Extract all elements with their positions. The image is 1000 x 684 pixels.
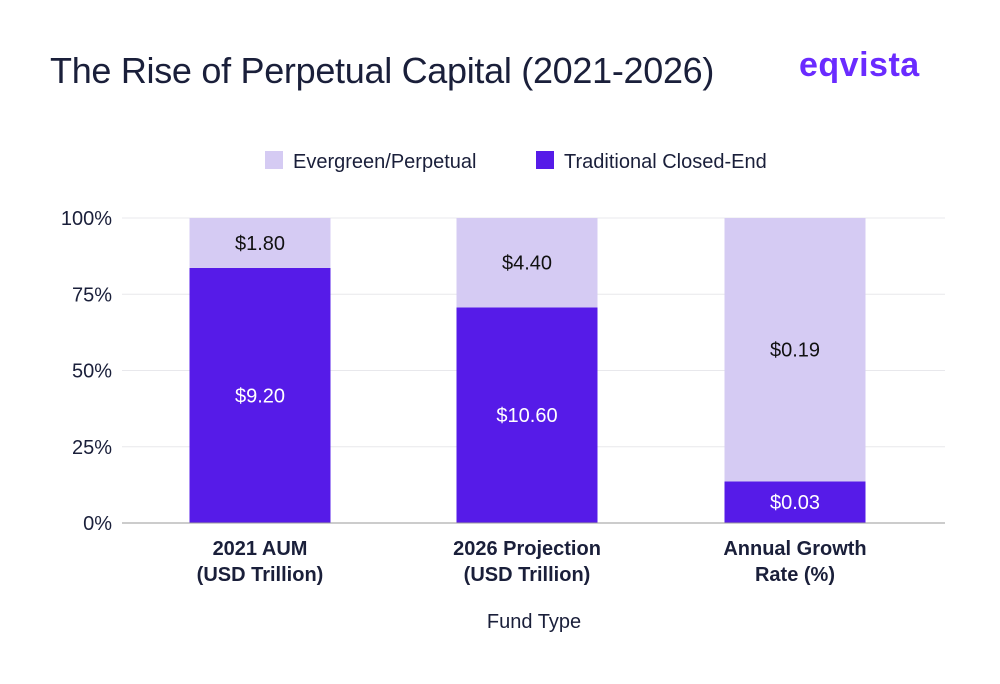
legend-swatch [265, 151, 283, 169]
data-label-traditional: $9.20 [235, 385, 285, 407]
chart-title: The Rise of Perpetual Capital (2021-2026… [50, 50, 715, 91]
x-category-label: 2021 AUM [213, 538, 308, 560]
bars: $9.20 $1.80 $10.60 $4.40 $0.03 $0.19 [189, 218, 866, 523]
x-category-label: (USD Trillion) [464, 564, 591, 586]
y-tick-label: 25% [72, 437, 112, 459]
y-tick-label: 0% [83, 513, 112, 535]
bar-traditional-closed-end [456, 307, 598, 523]
legend-swatch [536, 151, 554, 169]
x-category-label: Rate (%) [755, 564, 835, 586]
x-category-label: Annual Growth [723, 538, 866, 560]
x-axis-title: Fund Type [487, 611, 581, 633]
y-tick-label: 50% [72, 361, 112, 383]
bar-traditional-closed-end [189, 267, 331, 523]
y-tick-label: 75% [72, 284, 112, 306]
legend-label: Traditional Closed-End [564, 151, 767, 173]
bar-evergreen-perpetual [456, 218, 598, 308]
bar-traditional-closed-end [724, 481, 866, 523]
x-category-label: (USD Trillion) [197, 564, 324, 586]
data-label-evergreen: $0.19 [770, 340, 820, 362]
data-label-traditional: $10.60 [496, 405, 557, 427]
bar-evergreen-perpetual [724, 218, 866, 482]
axes: 0% 25% 50% 75% 100% 2021 AUM (USD Trillion) 202… [61, 208, 945, 633]
bar-evergreen-perpetual [189, 218, 331, 268]
eqvista-logo: eqvista [799, 46, 920, 84]
data-label-evergreen: $4.40 [502, 253, 552, 275]
y-tick-label: 100% [61, 208, 112, 230]
legend-label: Evergreen/Perpetual [293, 151, 476, 173]
x-category-label: 2026 Projection [453, 538, 601, 560]
data-label-traditional: $0.03 [770, 492, 820, 514]
legend: Evergreen/Perpetual Traditional Closed-En… [265, 151, 767, 173]
data-label-evergreen: $1.80 [235, 233, 285, 255]
